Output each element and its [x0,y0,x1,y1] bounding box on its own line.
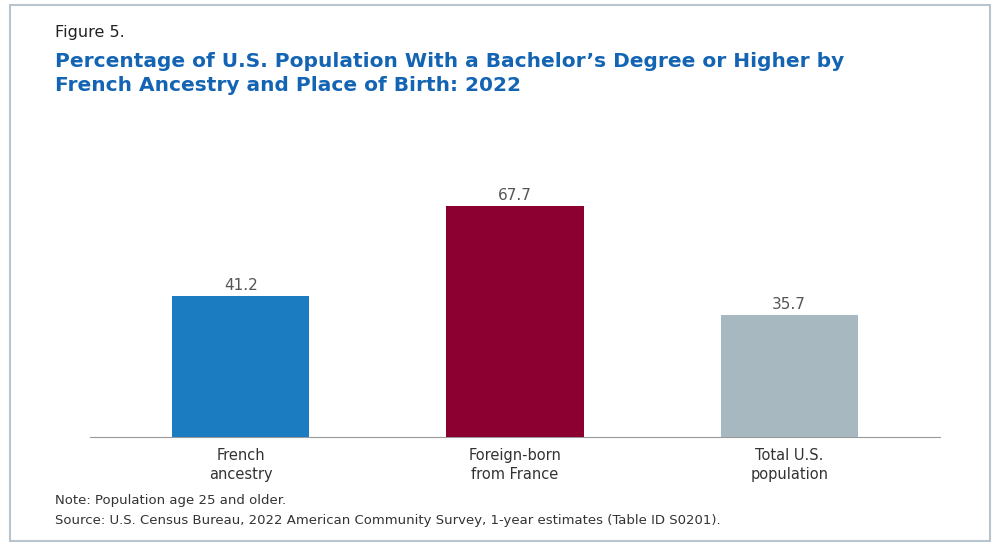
Text: 35.7: 35.7 [772,297,806,312]
Text: Figure 5.: Figure 5. [55,25,125,39]
Bar [172,296,309,437]
Text: Note: Population age 25 and older.: Note: Population age 25 and older. [55,494,286,507]
Bar [446,206,584,437]
Text: Percentage of U.S. Population With a Bachelor’s Degree or Higher by
French Ances: Percentage of U.S. Population With a Bac… [55,52,844,95]
Text: 41.2: 41.2 [224,278,258,293]
Text: 67.7: 67.7 [498,188,532,203]
Text: Source: U.S. Census Bureau, 2022 American Community Survey, 1-year estimates (Ta: Source: U.S. Census Bureau, 2022 America… [55,514,721,527]
Bar [721,315,858,437]
